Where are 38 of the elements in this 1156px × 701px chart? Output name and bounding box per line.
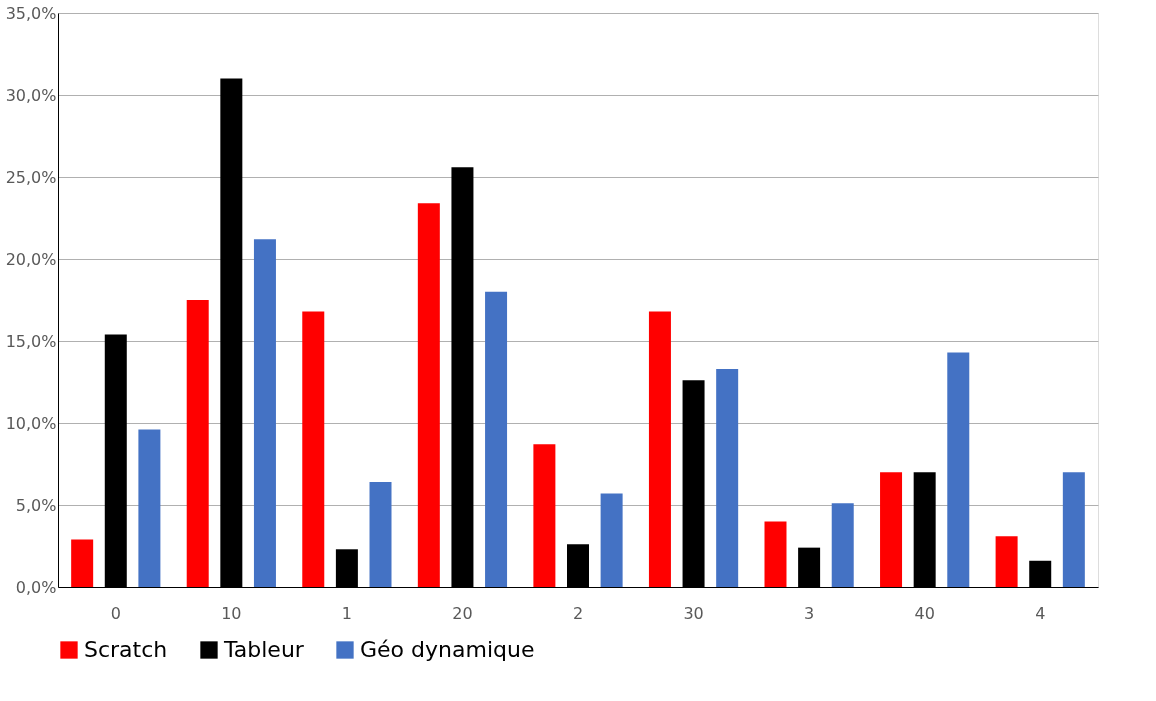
x-tick-label: 10 (221, 603, 242, 623)
bar (764, 521, 787, 587)
bar (302, 311, 325, 587)
bar (947, 352, 970, 587)
y-tick-label: 15,0% (5, 331, 57, 351)
y-tick-label: 10,0% (5, 413, 57, 433)
legend-label: Géo dynamique (360, 637, 535, 662)
x-tick-label: 20 (452, 603, 473, 623)
y-tick-label: 30,0% (5, 85, 57, 105)
bar (995, 536, 1018, 587)
bar (1062, 472, 1085, 587)
x-tick-label: 30 (683, 603, 704, 623)
y-tick-label: 20,0% (5, 249, 57, 269)
bar (253, 239, 276, 587)
legend-label: Scratch (84, 637, 168, 662)
bar (369, 482, 392, 587)
bar (831, 503, 854, 587)
y-tick-label: 5,0% (15, 495, 57, 515)
bar (71, 539, 94, 587)
bar (600, 493, 623, 587)
y-tick-label: 0,0% (15, 577, 57, 597)
bar (648, 311, 671, 587)
bar (186, 300, 209, 587)
legend-label: Tableur (223, 637, 305, 662)
bar (880, 472, 903, 587)
x-tick-label: 1 (341, 603, 352, 623)
bar (485, 291, 508, 587)
bar (533, 444, 556, 587)
x-tick-label: 3 (804, 603, 815, 623)
bar (716, 368, 739, 587)
x-tick-label: 0 (110, 603, 121, 623)
y-tick-label: 25,0% (5, 167, 57, 187)
x-tick-label: 40 (914, 603, 935, 623)
bar (138, 429, 161, 587)
x-tick-label: 2 (572, 603, 584, 623)
x-tick-label: 4 (1035, 603, 1046, 623)
bar (417, 203, 440, 587)
y-tick-label: 35,0% (5, 3, 57, 23)
